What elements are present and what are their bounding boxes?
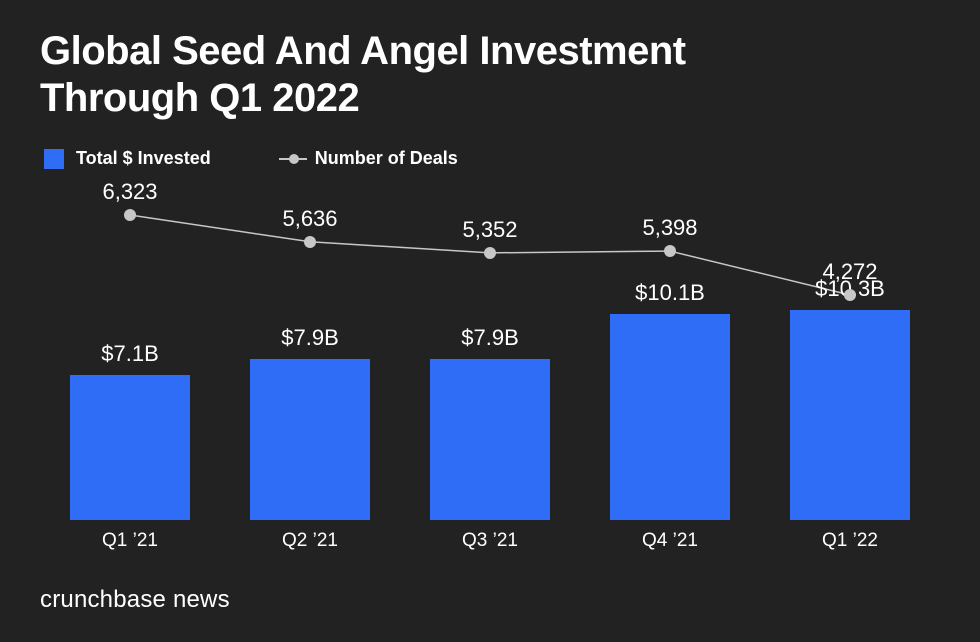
bar bbox=[250, 359, 370, 520]
bar bbox=[430, 359, 550, 520]
title-line-2: Through Q1 2022 bbox=[40, 75, 686, 122]
bar-value-label: $7.9B bbox=[461, 325, 519, 351]
chart-title: Global Seed And Angel Investment Through… bbox=[40, 28, 686, 122]
x-axis-label: Q1 ’21 bbox=[102, 530, 158, 552]
bar-value-label: $7.9B bbox=[281, 325, 339, 351]
x-axis-label: Q2 ’21 bbox=[282, 530, 338, 552]
legend-swatch-bar bbox=[44, 149, 64, 169]
bar-value-label: $7.1B bbox=[101, 341, 159, 367]
legend: Total $ Invested Number of Deals bbox=[44, 148, 458, 169]
legend-dot-symbol bbox=[283, 154, 303, 164]
legend-label-bar: Total $ Invested bbox=[76, 148, 211, 169]
bar bbox=[790, 310, 910, 520]
bar bbox=[610, 314, 730, 520]
bar-value-label: $10.1B bbox=[635, 280, 705, 306]
chart-canvas: Global Seed And Angel Investment Through… bbox=[0, 0, 980, 642]
line-value-label: 5,352 bbox=[462, 217, 517, 253]
title-line-1: Global Seed And Angel Investment bbox=[40, 28, 686, 75]
footer-brand: crunchbase news bbox=[40, 586, 230, 614]
line-value-label: 6,323 bbox=[102, 179, 157, 215]
x-axis-label: Q3 ’21 bbox=[462, 530, 518, 552]
line-value-label: 5,636 bbox=[282, 206, 337, 242]
bar bbox=[70, 375, 190, 520]
chart-area: $7.1B Q1 ’21 $7.9B Q2 ’21 $7.9B Q3 ’21 $10.1B Q… bbox=[40, 185, 940, 552]
x-axis-label: Q1 ’22 bbox=[822, 530, 878, 552]
legend-label-line: Number of Deals bbox=[315, 148, 458, 169]
line-value-label: 4,272 bbox=[822, 259, 877, 295]
plot-area: $7.1B Q1 ’21 $7.9B Q2 ’21 $7.9B Q3 ’21 $10.1B Q… bbox=[40, 185, 940, 552]
x-axis-label: Q4 ’21 bbox=[642, 530, 698, 552]
line-value-label: 5,398 bbox=[642, 215, 697, 251]
